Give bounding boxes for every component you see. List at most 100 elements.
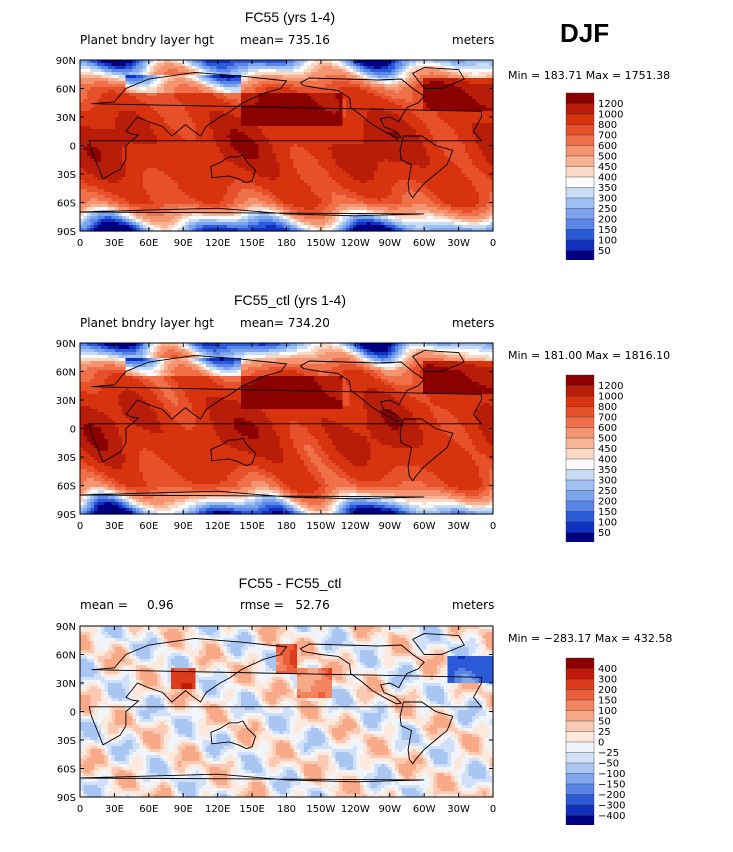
field-cell: [104, 105, 109, 109]
field-cell: [409, 75, 414, 79]
field-cell: [482, 63, 487, 67]
field-cell: [171, 105, 176, 109]
field-cell: [356, 159, 361, 163]
field-cell: [262, 81, 267, 85]
field-cell: [311, 159, 316, 163]
field-cell: [328, 69, 333, 73]
field-cell: [489, 126, 494, 130]
field-cell: [472, 69, 477, 73]
field-cell: [346, 78, 351, 82]
field-cell: [304, 81, 309, 85]
field-cell: [475, 99, 480, 103]
field-cell: [192, 78, 197, 82]
field-cell: [416, 87, 421, 91]
field-cell: [265, 96, 270, 100]
field-cell: [409, 123, 414, 127]
field-cell: [251, 84, 256, 88]
field-cell: [192, 120, 197, 124]
field-cell: [328, 63, 333, 67]
field-cell: [101, 162, 106, 166]
field-cell: [398, 75, 403, 79]
field-cell: [332, 60, 337, 64]
field-cell: [146, 111, 151, 115]
field-cell: [248, 183, 253, 187]
field-cell: [325, 147, 330, 151]
field-cell: [472, 183, 477, 187]
field-cell: [461, 60, 466, 64]
field-cell: [269, 177, 274, 181]
field-cell: [335, 60, 340, 64]
field-cell: [104, 168, 109, 172]
field-cell: [153, 81, 158, 85]
field-cell: [370, 138, 375, 142]
field-cell: [279, 165, 284, 169]
field-cell: [398, 87, 403, 91]
field-cell: [115, 72, 120, 76]
field-cell: [419, 180, 424, 184]
field-cell: [423, 99, 428, 103]
field-cell: [178, 120, 183, 124]
field-cell: [206, 138, 211, 142]
field-cell: [269, 78, 274, 82]
field-cell: [377, 102, 382, 106]
field-cell: [262, 126, 267, 130]
field-cell: [458, 162, 463, 166]
field-cell: [101, 99, 106, 103]
field-cell: [409, 120, 414, 124]
field-cell: [307, 72, 312, 76]
field-cell: [258, 129, 263, 133]
field-cell: [244, 114, 249, 118]
field-cell: [486, 144, 491, 148]
field-cell: [300, 171, 305, 175]
field-cell: [332, 135, 337, 139]
field-cell: [419, 69, 424, 73]
field-cell: [423, 78, 428, 82]
field-cell: [342, 126, 347, 130]
field-cell: [307, 108, 312, 112]
field-cell: [377, 147, 382, 151]
field-cell: [318, 174, 323, 178]
field-cell: [276, 132, 281, 136]
field-cell: [297, 150, 302, 154]
field-cell: [419, 81, 424, 85]
field-cell: [101, 93, 106, 97]
field-cell: [150, 144, 155, 148]
field-cell: [342, 120, 347, 124]
field-cell: [346, 165, 351, 169]
field-cell: [244, 183, 249, 187]
field-cell: [80, 72, 85, 76]
field-cell: [447, 108, 452, 112]
field-cell: [342, 72, 347, 76]
field-cell: [97, 138, 102, 142]
field-cell: [405, 63, 410, 67]
field-cell: [199, 162, 204, 166]
field-cell: [482, 90, 487, 94]
field-cell: [339, 120, 344, 124]
field-cell: [132, 171, 137, 175]
field-cell: [132, 156, 137, 160]
field-cell: [304, 63, 309, 67]
field-cell: [360, 177, 365, 181]
field-cell: [290, 81, 295, 85]
field-cell: [300, 105, 305, 109]
field-cell: [164, 69, 169, 73]
field-cell: [185, 174, 190, 178]
field-cell: [255, 93, 260, 97]
field-cell: [139, 90, 144, 94]
field-cell: [160, 183, 165, 187]
field-cell: [248, 159, 253, 163]
field-cell: [367, 168, 372, 172]
field-cell: [94, 186, 99, 190]
field-cell: [482, 123, 487, 127]
field-cell: [244, 117, 249, 121]
field-cell: [160, 162, 165, 166]
field-cell: [332, 93, 337, 97]
field-cell: [122, 180, 127, 184]
field-cell: [363, 141, 368, 145]
field-cell: [129, 87, 134, 91]
field-cell: [325, 168, 330, 172]
field-cell: [479, 156, 484, 160]
field-cell: [440, 162, 445, 166]
field-cell: [370, 120, 375, 124]
field-cell: [122, 123, 127, 127]
